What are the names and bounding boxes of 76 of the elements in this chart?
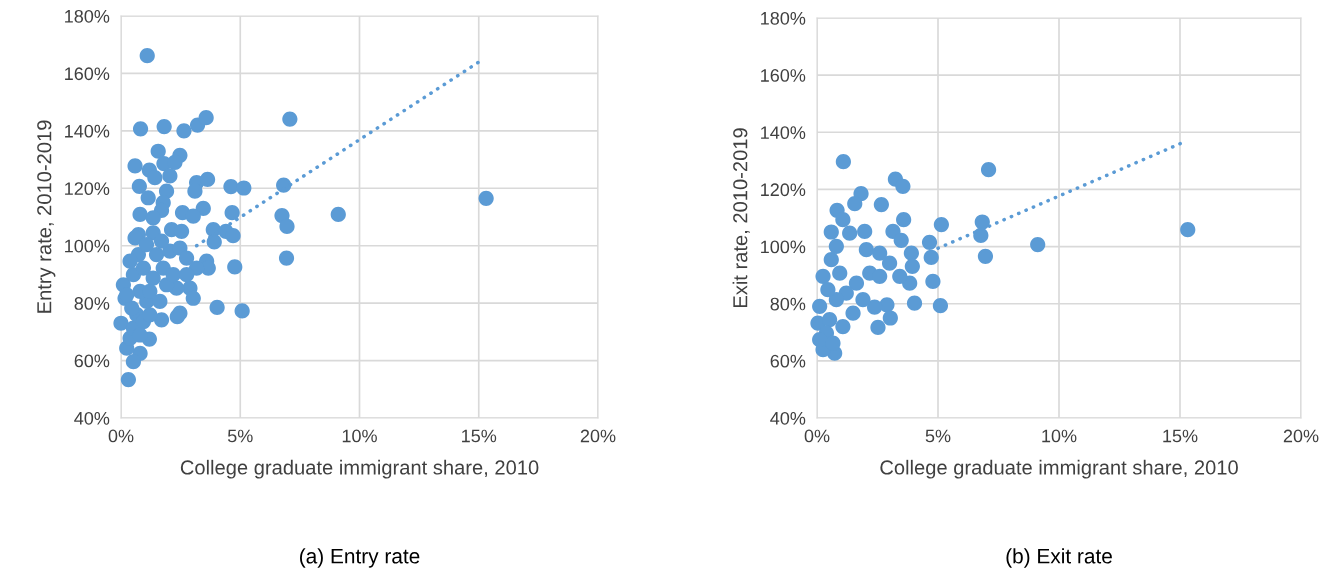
y-tick-label: 140% [761,126,806,140]
y-tick-label: 100% [761,240,806,254]
point [873,196,889,213]
point [906,295,923,311]
x-tick-label: 15% [462,429,497,443]
point [823,224,839,240]
point [828,292,844,308]
y-tick-label: 60% [770,354,806,368]
x-tick-label: 5% [227,429,253,443]
y-tick-label: 40% [770,411,806,425]
y-tick-label: 140% [65,124,110,138]
x-tick-label: 20% [1283,429,1319,443]
point [828,238,844,254]
y-tick-label: 100% [65,239,110,253]
y-tick-label: 80% [770,297,806,311]
x-tick-label: 10% [342,429,377,443]
y-tick-label: 180% [761,11,806,25]
point [893,232,909,248]
point [848,275,865,291]
point [904,258,920,274]
point [870,319,886,336]
point [932,298,949,314]
point [845,305,861,321]
x-axis-title: College graduate immigrant share, 2010 [180,459,539,479]
x-tick-label: 20% [580,429,616,443]
y-tick-label: 160% [65,67,110,81]
text: (a) Entry rate [300,548,420,568]
x-axis-title: College graduate immigrant share, 2010 [880,459,1238,479]
point [977,248,994,264]
x-tick-label: 5% [925,429,951,443]
point [980,162,997,178]
point [855,292,871,308]
point [812,298,828,314]
y-tick-label: 120% [65,182,110,196]
y-axis-title: Exit rate, 2010-2019 [732,128,750,308]
point [881,255,898,271]
point [812,332,828,348]
point [815,268,831,284]
x-tick-label: 10% [1042,429,1077,443]
point [933,216,949,233]
point [820,282,836,298]
point [892,268,908,284]
point [921,234,938,250]
y-tick-label: 40% [74,411,110,425]
point [857,223,873,240]
point [882,310,898,326]
point [832,265,848,281]
point [974,214,990,230]
point [835,154,851,170]
x-tick-label: 0% [108,429,134,443]
x-tick-label: 15% [1163,429,1198,443]
point [866,299,883,315]
point [872,268,888,284]
text: (b) Exit rate [1006,548,1112,568]
point [895,178,911,194]
y-tick-label: 120% [761,183,806,197]
point [858,242,874,258]
point [903,245,919,261]
y-axis-title: Entry rate, 2010-2019 [37,120,56,313]
y-tick-label: 160% [761,69,806,82]
point [823,252,839,268]
point [835,318,851,335]
point [1030,236,1046,253]
point [896,212,912,228]
y-tick-label: 80% [74,297,110,310]
point [1180,222,1196,238]
y-tick-label: 180% [65,9,110,23]
point [821,312,838,328]
point [842,225,858,241]
y-tick-label: 60% [74,354,110,368]
x-tick-label: 0% [804,429,830,443]
point [835,212,851,228]
point [847,196,863,212]
point [872,245,888,261]
point [925,273,941,290]
point [923,249,939,266]
